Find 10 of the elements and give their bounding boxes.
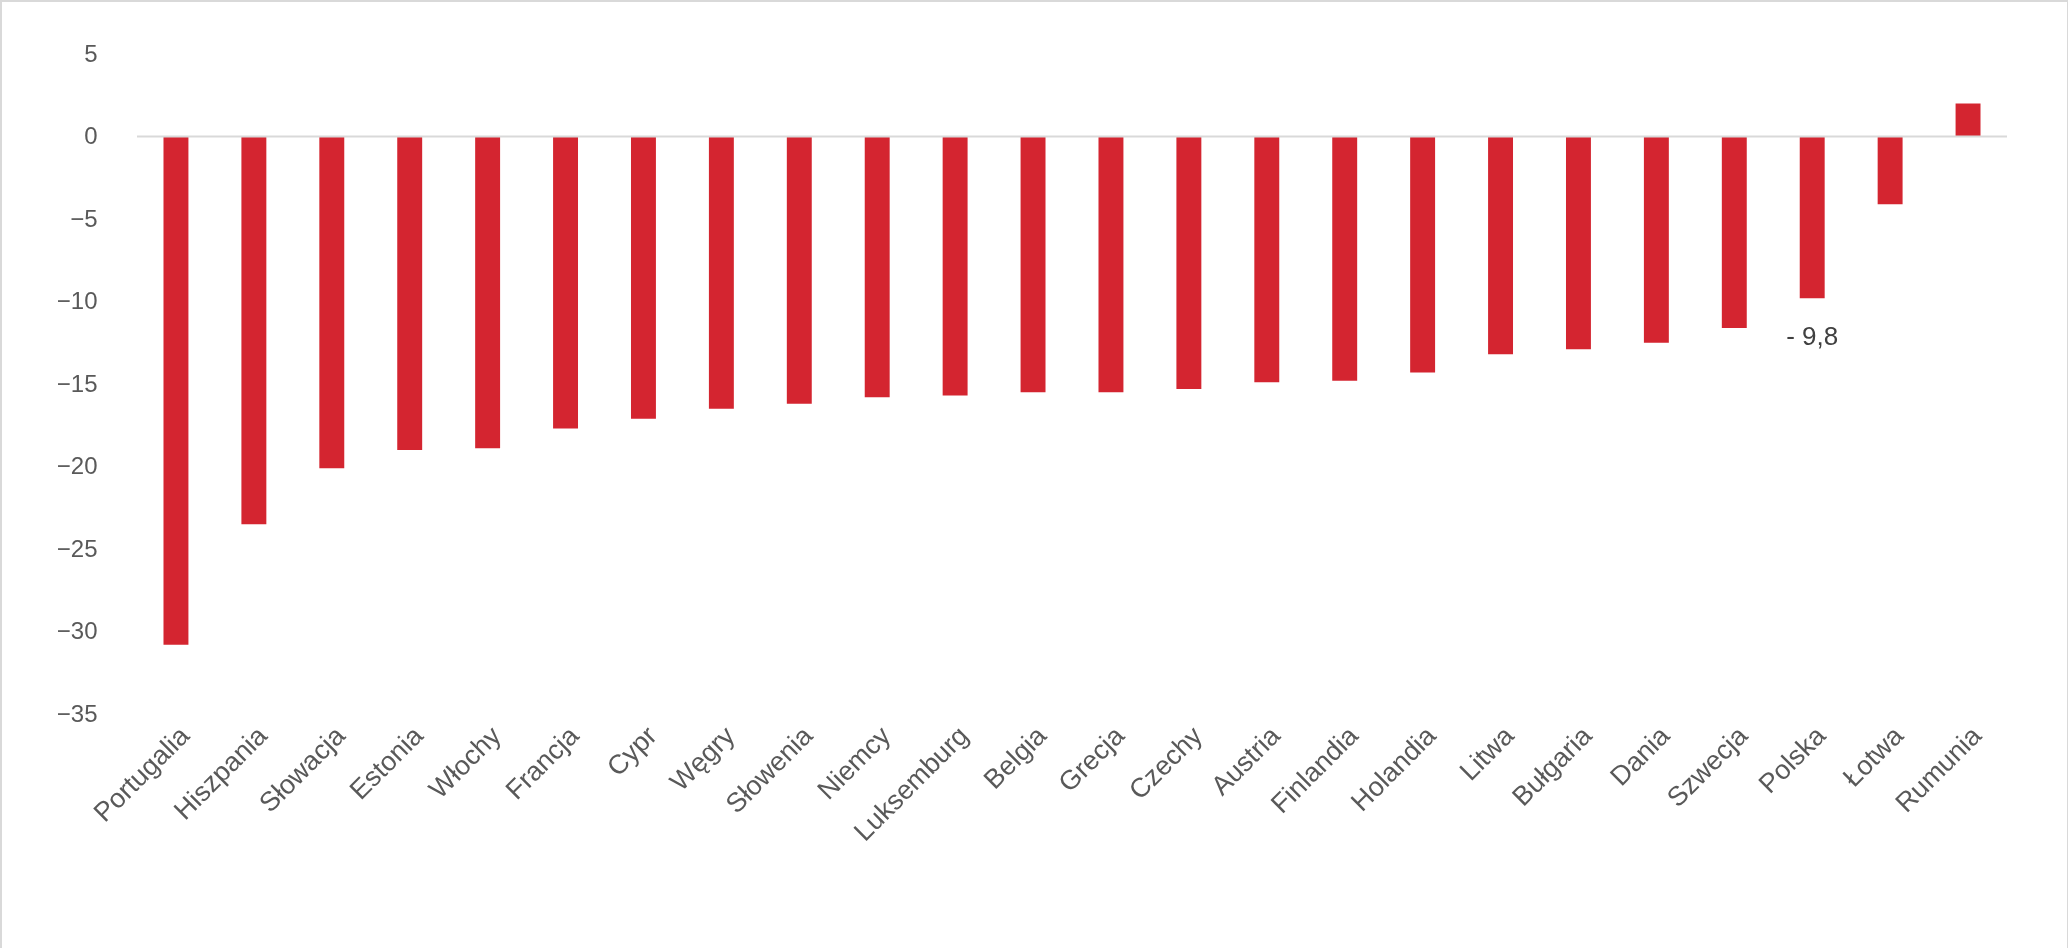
y-tick-label: −20: [56, 452, 98, 479]
y-tick-label: 5: [84, 39, 98, 67]
y-tick-label: −35: [56, 699, 98, 727]
y-tick-label: 0: [84, 122, 98, 149]
y-tick-label: −15: [56, 369, 98, 397]
y-tick-label: −30: [56, 617, 98, 644]
y-tick-label: −25: [56, 534, 98, 562]
data-label: - 9,8: [1786, 321, 1839, 352]
y-tick-label: −5: [70, 204, 98, 232]
y-tick-label: −10: [56, 287, 98, 314]
